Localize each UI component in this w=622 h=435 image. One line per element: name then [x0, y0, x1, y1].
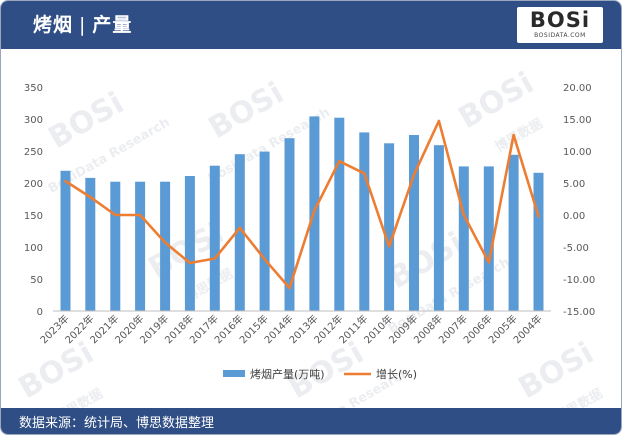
bar — [160, 181, 171, 311]
y-right-tick-label: 10.00 — [563, 147, 592, 158]
legend-bar-label: 烤烟产量(万吨) — [250, 367, 325, 381]
bar — [284, 138, 295, 311]
legend: 烤烟产量(万吨) 增长(%) — [223, 367, 417, 381]
line-point — [413, 173, 415, 176]
bar — [409, 135, 419, 311]
y-right-tick-label: -15.00 — [563, 307, 595, 318]
line-point — [239, 227, 241, 229]
y-right-tick-label: 20.00 — [563, 83, 592, 94]
brand-logo: BOSi BOSIDATA.COM — [517, 7, 603, 43]
bar — [60, 170, 71, 311]
logo-subtext: BOSIDATA.COM — [534, 32, 586, 39]
line-point — [363, 172, 366, 175]
watermark-text: 博思数据 — [552, 386, 605, 408]
growth-line — [64, 119, 540, 290]
bar — [384, 143, 395, 311]
header-bar: 烤烟 | 产量 BOSi BOSIDATA.COM — [1, 1, 621, 49]
y-right-tick-label: 5.00 — [563, 179, 585, 190]
bar — [359, 132, 370, 311]
y-right-tick-label: 15.00 — [563, 115, 592, 126]
watermark-text: 博思数据 — [52, 386, 105, 408]
line-point — [313, 209, 316, 212]
y-right-tick-label: -10.00 — [563, 275, 595, 286]
line-point — [438, 120, 440, 122]
page-title: 烤烟 | 产量 — [33, 10, 132, 37]
bar — [334, 117, 345, 311]
y-right-tick-label: -5.00 — [563, 243, 589, 254]
line-point — [288, 287, 291, 289]
bar — [209, 165, 220, 311]
line-point — [463, 214, 465, 216]
line-point — [189, 262, 191, 264]
y-left-tick-label: 300 — [24, 115, 43, 126]
line-point — [537, 215, 540, 218]
legend-bar-swatch — [223, 370, 245, 377]
line-series — [64, 119, 540, 290]
line-point — [512, 134, 515, 136]
bar — [259, 151, 270, 311]
y-left-tick-label: 200 — [24, 179, 43, 190]
line-point — [214, 257, 216, 260]
line-point — [488, 261, 490, 264]
bar — [85, 177, 96, 311]
y-left-tick-label: 0 — [37, 307, 43, 318]
line-point — [139, 214, 141, 216]
y-left-tick-label: 150 — [24, 211, 43, 222]
data-source: 数据来源：统计局、博思数据整理 — [19, 416, 215, 431]
y-left-tick-label: 100 — [24, 243, 43, 254]
bar — [184, 176, 195, 311]
y-left-tick-label: 50 — [30, 275, 43, 286]
bar-series — [60, 116, 544, 312]
bar — [110, 181, 121, 311]
title-main: 烤烟 — [33, 14, 74, 36]
y-right-tick-label: 0.00 — [563, 211, 585, 222]
line-point — [164, 241, 166, 244]
footer-bar: 数据来源：统计局、博思数据整理 — [1, 408, 621, 434]
line-point — [338, 160, 341, 162]
line-point — [114, 214, 117, 216]
bar — [458, 166, 469, 311]
line-point — [388, 245, 390, 248]
title-separator: | — [79, 14, 87, 36]
line-point — [89, 196, 92, 198]
legend-line-label: 增长(%) — [376, 367, 417, 381]
bar — [433, 145, 444, 311]
y-left-tick-label: 250 — [24, 147, 43, 158]
logo-text: BOSi — [529, 8, 591, 32]
bar — [483, 166, 494, 311]
bar — [533, 172, 544, 311]
title-sub: 产量 — [92, 14, 133, 36]
bar — [135, 181, 146, 311]
bar — [508, 154, 519, 311]
bar — [234, 154, 245, 311]
y-left-tick-label: 350 — [24, 83, 43, 94]
line-point — [64, 180, 67, 182]
line-point — [263, 258, 266, 260]
